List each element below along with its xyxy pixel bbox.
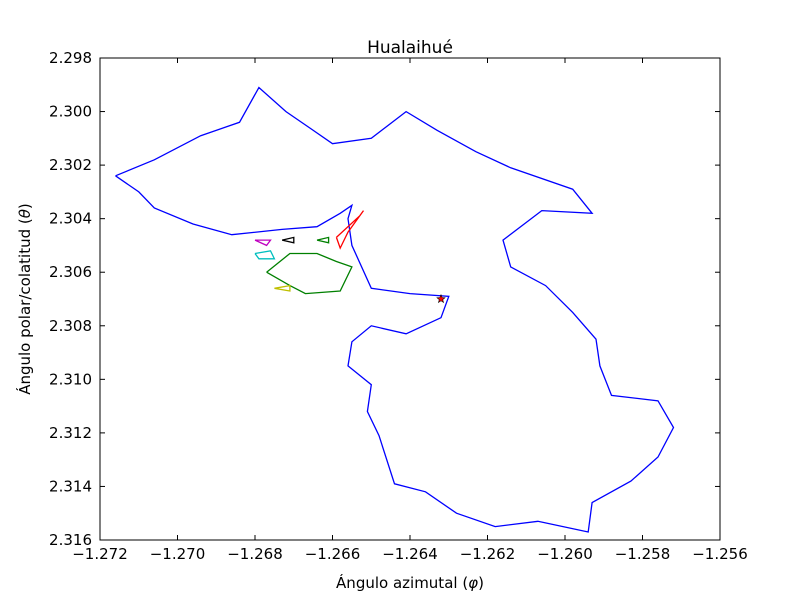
x-tick-label: −1.264 <box>382 545 438 563</box>
y-axis-label: Ángulo polar/colatitud (θ) <box>15 203 34 395</box>
y-tick-label: 2.308 <box>49 317 92 335</box>
star-marker <box>436 294 446 304</box>
series-line-1 <box>335 210 365 250</box>
chart-title: Hualaihué <box>367 38 453 58</box>
x-tick-label: −1.266 <box>305 545 361 563</box>
series-line-3 <box>254 250 276 260</box>
x-tick-label: −1.260 <box>537 545 593 563</box>
x-tick-label: −1.258 <box>615 545 671 563</box>
x-tick-label: −1.268 <box>227 545 283 563</box>
x-tick-label: −1.270 <box>150 545 206 563</box>
x-tick-label: −1.272 <box>72 545 128 563</box>
x-tick-label: −1.256 <box>692 545 748 563</box>
series-line-6 <box>281 236 295 244</box>
x-tick-label: −1.262 <box>460 545 516 563</box>
series-line-4 <box>254 239 272 247</box>
y-tick-label: 2.304 <box>49 210 92 228</box>
y-tick-label: 2.310 <box>49 370 92 388</box>
series-line-7 <box>316 236 330 244</box>
y-tick-label: 2.298 <box>49 49 92 67</box>
y-tick-label: 2.312 <box>49 424 92 442</box>
series-line-0 <box>115 86 675 533</box>
plot-area <box>99 57 721 541</box>
y-tick-label: 2.316 <box>49 531 92 549</box>
x-axis-label: Ángulo azimutal (φ) <box>336 573 484 592</box>
y-tick-label: 2.300 <box>49 103 92 121</box>
y-tick-label: 2.302 <box>49 156 92 174</box>
y-tick-label: 2.306 <box>49 263 92 281</box>
y-tick-label: 2.314 <box>49 477 92 495</box>
series-line-2 <box>266 252 353 295</box>
series-line-5 <box>274 284 291 292</box>
